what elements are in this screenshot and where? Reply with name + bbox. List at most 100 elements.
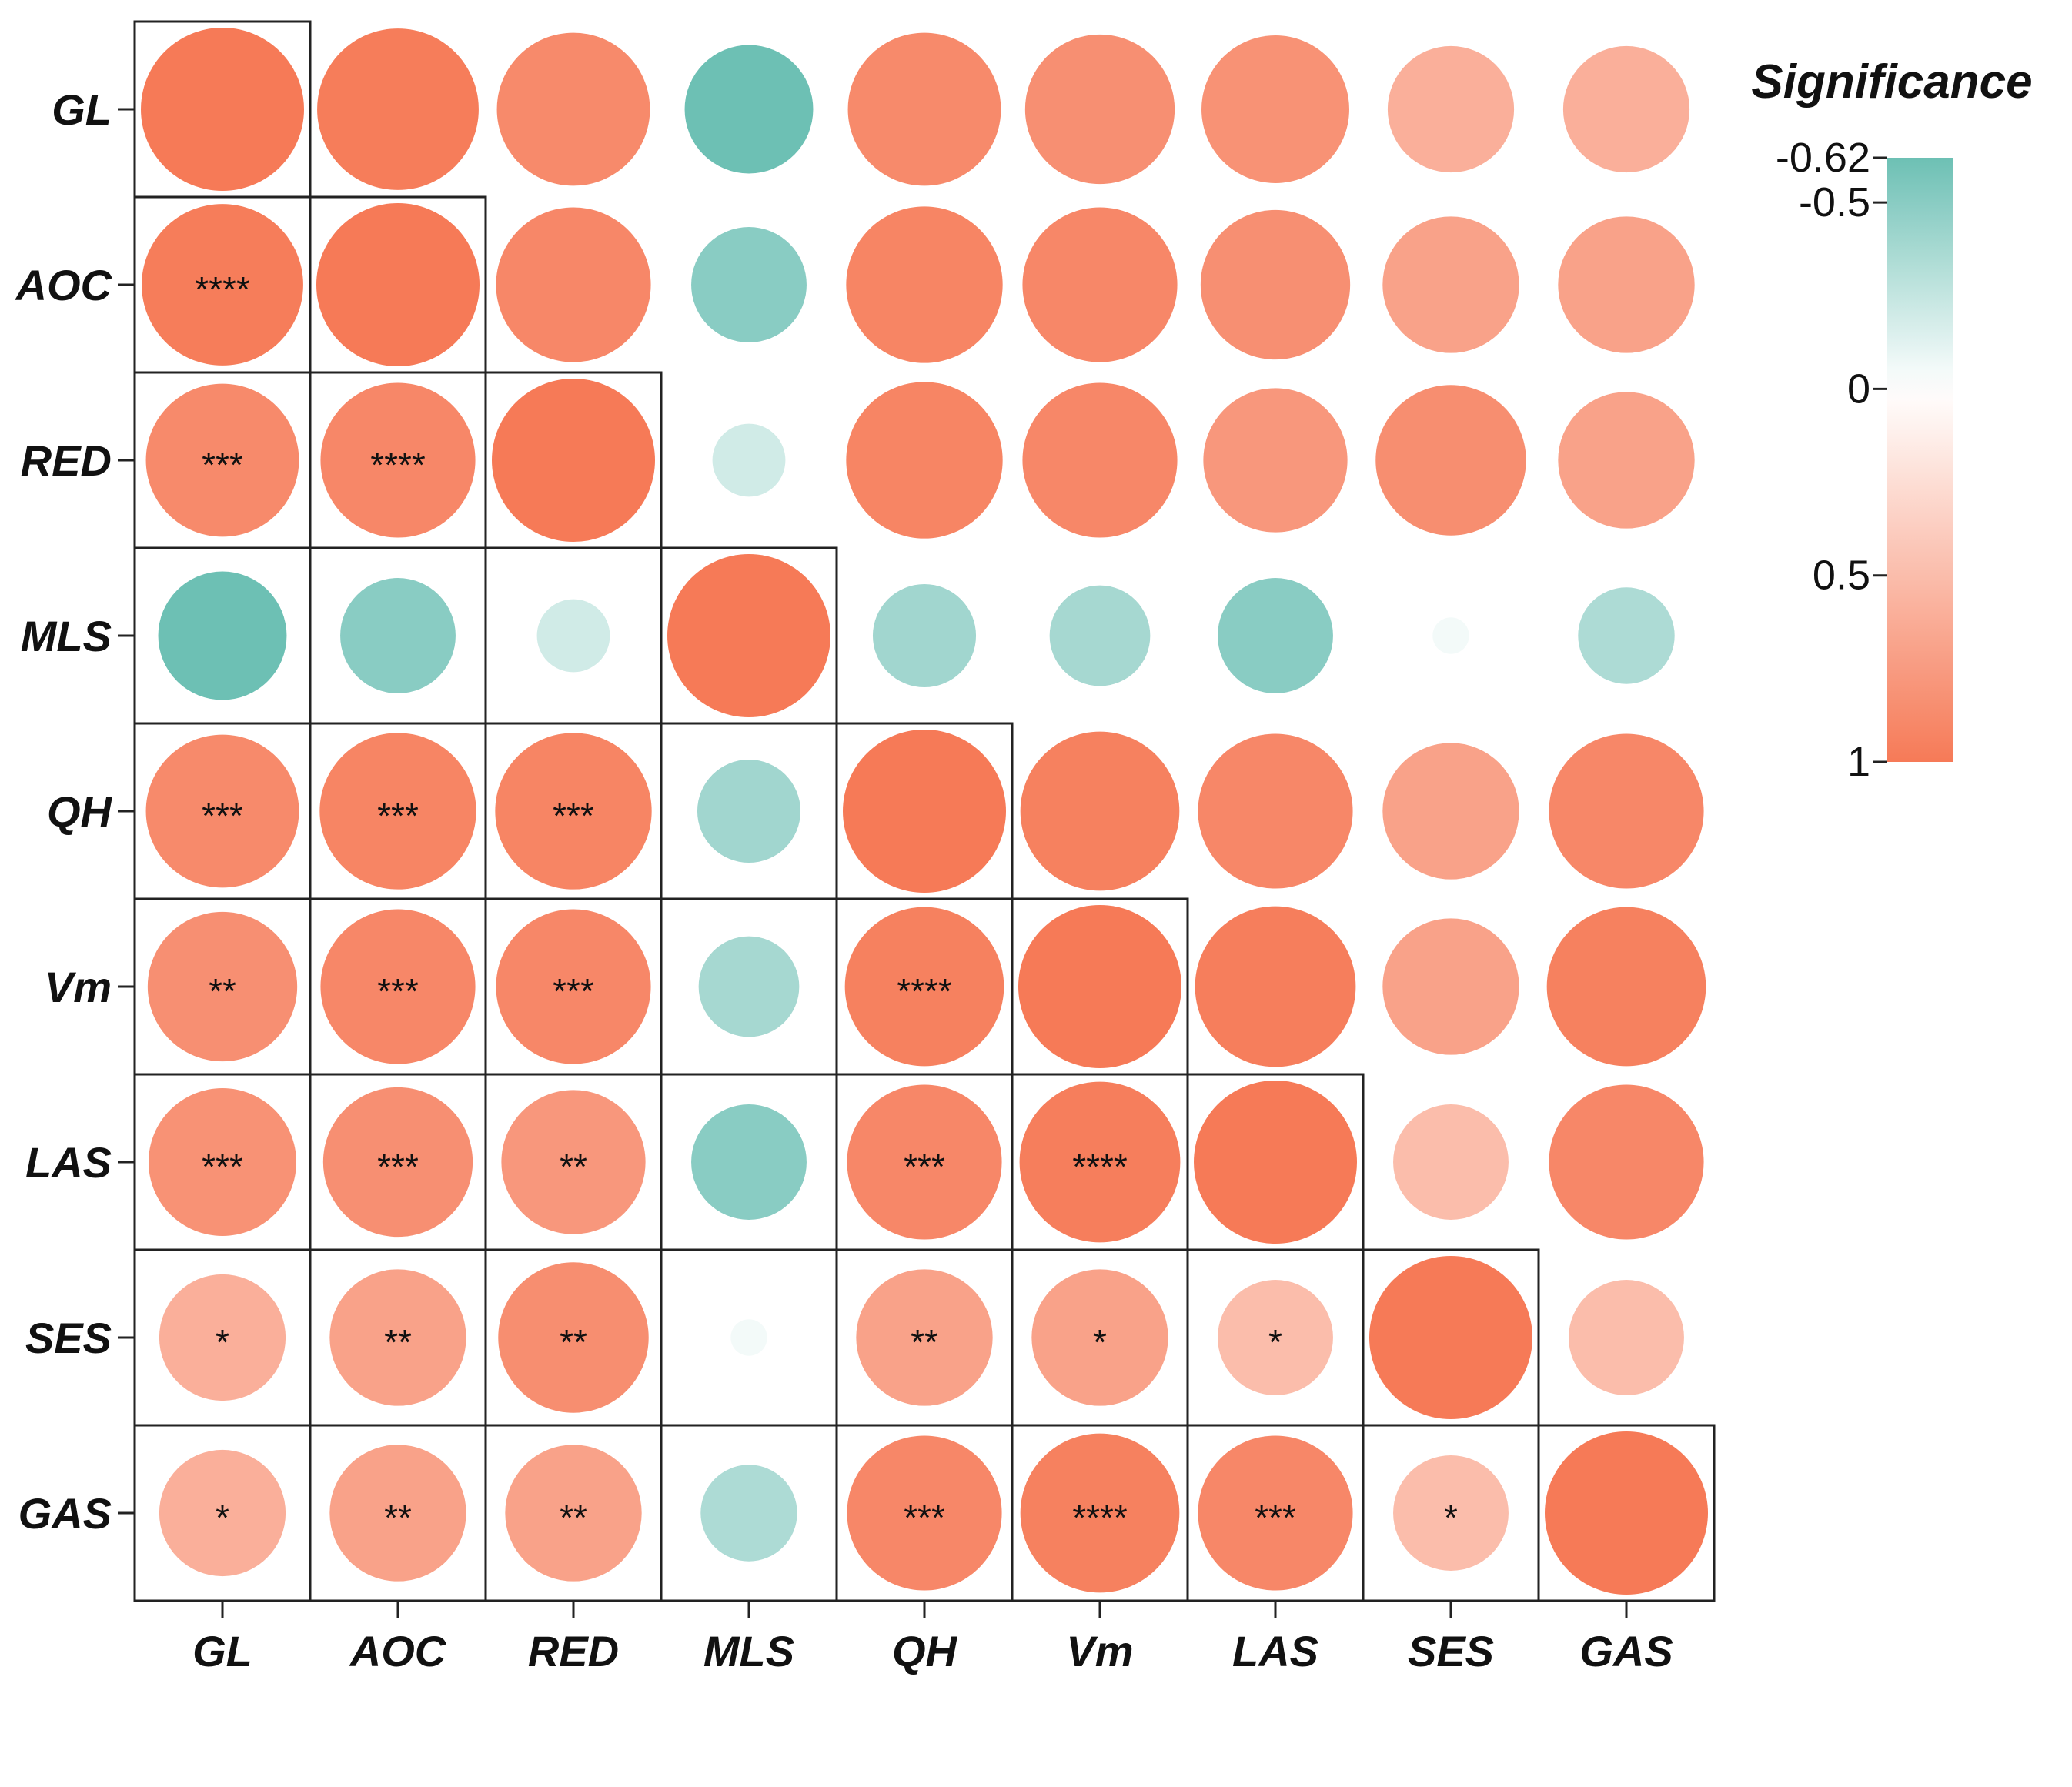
- significance-label-GAS-AOC: **: [384, 1498, 412, 1538]
- x-tick-label-AOC: AOC: [349, 1627, 447, 1675]
- corr-circle-QH-SES: [1382, 743, 1519, 880]
- significance-label-QH-GL: ***: [202, 796, 243, 836]
- corr-circle-GAS-GAS: [1545, 1431, 1708, 1595]
- corr-circle-SES-LAS: [1218, 1280, 1333, 1395]
- x-tick-label-GAS: GAS: [1579, 1627, 1673, 1675]
- x-tick-label-LAS: LAS: [1232, 1627, 1318, 1675]
- legend-tick-label: 0.5: [1813, 553, 1870, 599]
- significance-label-SES-GL: *: [216, 1322, 229, 1362]
- corr-circle-MLS-MLS: [667, 554, 830, 717]
- corr-circle-Vm-SES: [1382, 918, 1519, 1055]
- corr-circle-Vm-QH: [844, 907, 1004, 1067]
- significance-label-LAS-GL: ***: [202, 1147, 243, 1187]
- corr-circle-MLS-LAS: [1218, 578, 1333, 693]
- significance-label-LAS-Vm: ****: [1072, 1147, 1128, 1187]
- significance-label-LAS-QH: ***: [904, 1147, 945, 1187]
- corr-circle-GAS-Vm: [1020, 1433, 1180, 1593]
- corr-circle-QH-Vm: [1020, 731, 1180, 891]
- significance-label-RED-AOC: ****: [370, 445, 426, 485]
- significance-label-GAS-LAS: ***: [1255, 1498, 1296, 1538]
- significance-label-Vm-GL: **: [209, 971, 236, 1011]
- corr-circle-GL-SES: [1387, 45, 1515, 173]
- legend-tick-label: -0.5: [1799, 179, 1870, 225]
- corr-circle-Vm-MLS: [698, 936, 800, 1037]
- significance-label-SES-Vm: *: [1093, 1322, 1107, 1362]
- corr-circle-SES-QH: [856, 1269, 993, 1406]
- corr-circle-QH-LAS: [1198, 733, 1353, 889]
- corr-circle-Vm-AOC: [320, 909, 476, 1064]
- legend-tick-label: 1: [1847, 739, 1870, 785]
- significance-label-LAS-RED: **: [560, 1147, 587, 1187]
- corr-circle-LAS-MLS: [691, 1104, 807, 1220]
- x-tick-label-MLS: MLS: [703, 1627, 794, 1675]
- corr-circle-RED-LAS: [1203, 388, 1348, 533]
- y-tick-label-QH: QH: [47, 787, 113, 836]
- y-tick-label-SES: SES: [25, 1314, 112, 1362]
- corr-circle-Vm-Vm: [1018, 905, 1181, 1068]
- corr-circle-GL-QH: [847, 32, 1001, 186]
- corr-circle-LAS-GL: [149, 1088, 296, 1236]
- color-legend: Significance -0.62-0.5 0 0.5 1: [1751, 55, 2032, 785]
- significance-label-GAS-Vm: ****: [1072, 1498, 1128, 1538]
- y-tick-label-Vm: Vm: [45, 963, 112, 1011]
- corr-circle-RED-SES: [1375, 385, 1526, 536]
- significance-label-RED-GL: ***: [202, 445, 243, 485]
- significance-label-GAS-QH: ***: [904, 1498, 945, 1538]
- corr-circle-GL-MLS: [684, 45, 814, 174]
- corr-circle-LAS-Vm: [1019, 1081, 1181, 1243]
- lower-triangle-frames: [133, 20, 1716, 1602]
- corr-circle-Vm-LAS: [1195, 906, 1356, 1067]
- corr-circle-GAS-AOC: [329, 1445, 466, 1582]
- y-tick-label-MLS: MLS: [21, 612, 112, 660]
- correlation-cells: ******* ******* *** ***** *** *** ******* *** **…: [141, 28, 1708, 1595]
- corr-circle-AOC-MLS: [691, 227, 807, 342]
- significance-label-Vm-RED: ***: [553, 971, 594, 1011]
- corr-circle-QH-RED: [495, 733, 652, 890]
- y-tick-label-LAS: LAS: [25, 1138, 112, 1187]
- corr-circle-RED-MLS: [712, 423, 786, 497]
- x-tick-label-RED: RED: [528, 1627, 619, 1675]
- corr-circle-QH-AOC: [319, 733, 476, 890]
- x-tick-label-GL: GL: [192, 1627, 252, 1675]
- corr-circle-RED-GAS: [1558, 392, 1695, 529]
- legend-color-bar: [1887, 158, 1953, 762]
- corr-circle-MLS-SES: [1432, 617, 1469, 654]
- significance-label-GAS-SES: *: [1444, 1498, 1458, 1538]
- corr-circle-SES-MLS: [730, 1319, 767, 1356]
- corr-circle-MLS-Vm: [1049, 585, 1151, 686]
- corr-circle-GL-AOC: [317, 28, 479, 190]
- corr-circle-AOC-AOC: [316, 203, 480, 366]
- corr-circle-RED-Vm: [1022, 382, 1178, 538]
- corr-circle-RED-RED: [492, 379, 655, 542]
- corr-circle-AOC-RED: [496, 207, 651, 362]
- corr-circle-QH-MLS: [697, 759, 801, 863]
- corr-circle-AOC-GAS: [1558, 216, 1695, 353]
- corr-circle-Vm-RED: [496, 909, 651, 1064]
- corr-circle-GAS-LAS: [1198, 1435, 1353, 1591]
- corr-circle-GAS-MLS: [700, 1465, 797, 1562]
- corr-circle-MLS-RED: [536, 599, 610, 673]
- corr-circle-AOC-SES: [1382, 216, 1519, 353]
- corr-circle-LAS-AOC: [322, 1087, 473, 1238]
- corr-circle-LAS-SES: [1393, 1104, 1509, 1220]
- corr-circle-GL-Vm: [1024, 34, 1175, 185]
- corr-circle-AOC-QH: [846, 206, 1003, 363]
- y-tick-label-RED: RED: [21, 436, 112, 485]
- corr-circle-Vm-GL: [147, 911, 298, 1062]
- corr-circle-GAS-GL: [159, 1449, 286, 1577]
- axes: GL GL AOC AOC RED RED MLS MLS QH QH Vm Vm LAS LAS SES S…: [15, 22, 1714, 1675]
- corr-circle-GL-GL: [141, 28, 304, 191]
- legend-tick-label: 0: [1847, 366, 1870, 412]
- corr-circle-QH-QH: [843, 730, 1006, 893]
- x-tick-label-Vm: Vm: [1066, 1627, 1133, 1675]
- y-tick-label-GAS: GAS: [18, 1489, 112, 1538]
- corr-circle-SES-AOC: [329, 1269, 466, 1406]
- corr-circle-MLS-QH: [872, 583, 977, 688]
- significance-label-Vm-AOC: ***: [377, 971, 419, 1011]
- significance-label-GAS-RED: **: [560, 1498, 587, 1538]
- significance-label-SES-RED: **: [560, 1322, 587, 1362]
- corr-circle-RED-GL: [145, 383, 299, 537]
- legend-title: Significance: [1751, 55, 2032, 109]
- corr-circle-MLS-AOC: [340, 578, 456, 693]
